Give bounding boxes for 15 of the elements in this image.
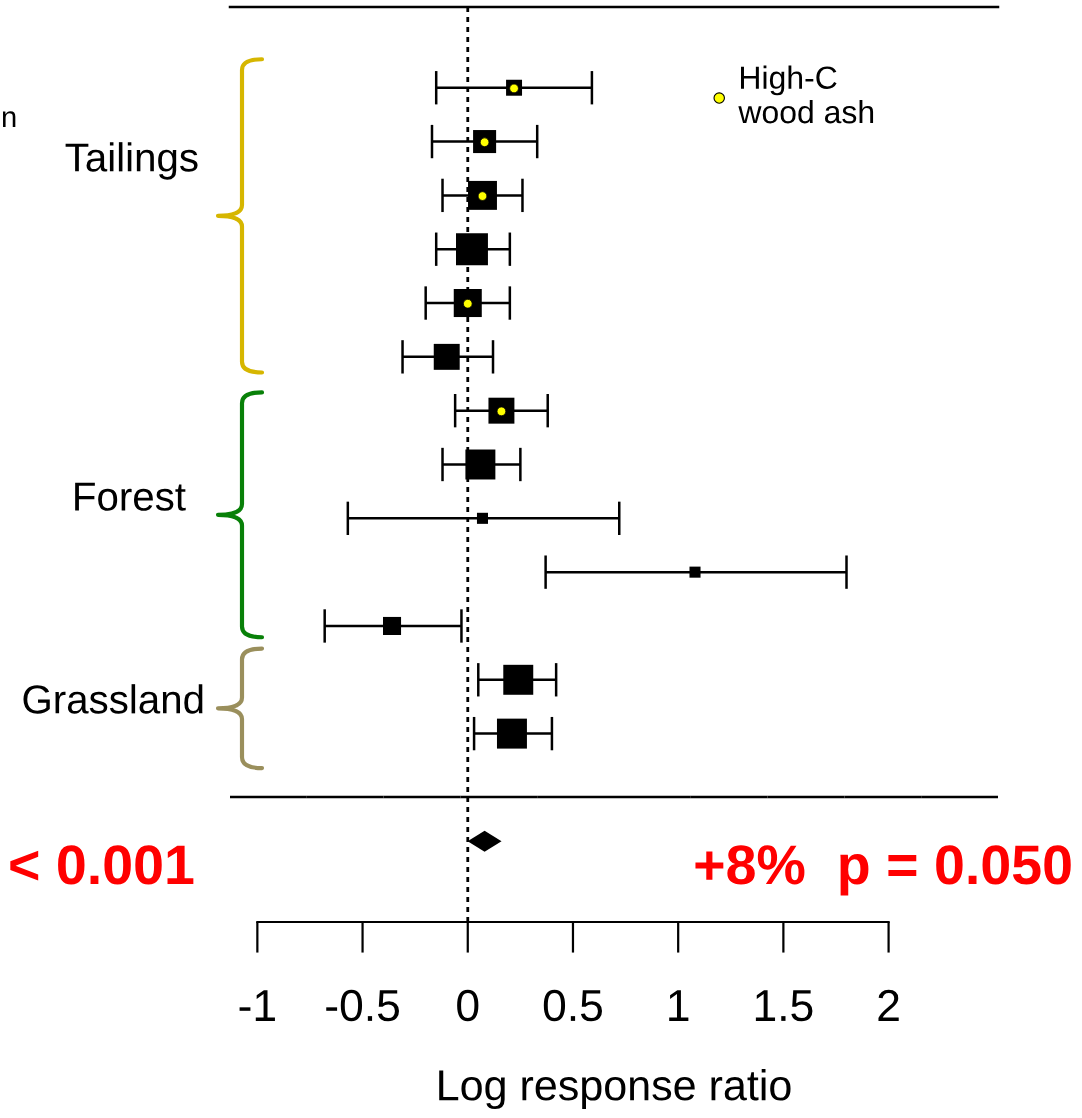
x-tick-label: 1 — [669, 990, 689, 1021]
text: < 0.001 — [10, 845, 194, 885]
annotation: +8% p = 0.050 — [695, 845, 1071, 896]
text: Forest — [75, 482, 186, 511]
x-tick-label: 2 — [878, 989, 899, 1021]
x-tick-label: 0.5 — [543, 989, 602, 1022]
text: n — [2, 111, 16, 127]
x-tick-label: -1 — [239, 990, 275, 1021]
x-tick-label: 1.5 — [755, 990, 813, 1022]
x-tick-label: -0.5 — [326, 989, 399, 1022]
legend-label: High-C wood ash — [738, 65, 874, 124]
text: Grassland — [23, 684, 203, 714]
x-tick-label: 0 — [457, 989, 479, 1022]
text: Tailings — [65, 142, 198, 180]
x-axis-title: Log response ratio — [439, 1068, 791, 1110]
